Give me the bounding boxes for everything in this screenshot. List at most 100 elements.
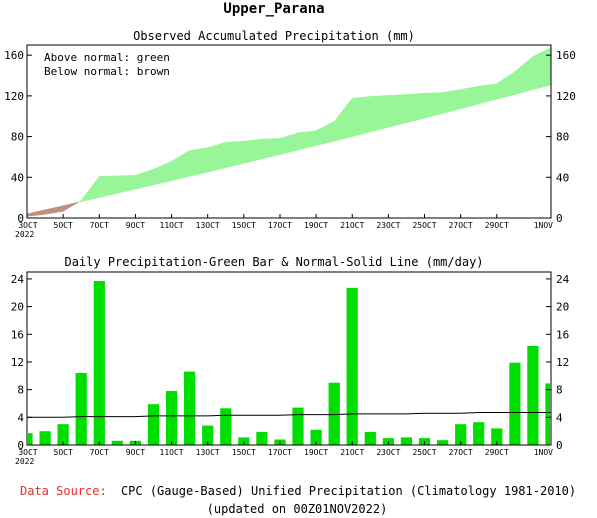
accumulated-precipitation-panel: Observed Accumulated Precipitation (mm) … [4,29,576,239]
accumulated-fill-segment-15 [279,132,299,155]
accumulated-fill-segment-7 [135,168,154,190]
daily-bar-8 [147,404,160,445]
accumulated-fill-segment-5 [99,175,118,198]
x-tick-label: 5OCT [54,448,73,457]
x-tick-label: 29OCT [485,448,509,457]
y-tick-label-left: 0 [17,212,24,225]
accumulated-fill-segment-25 [460,85,480,110]
daily-bar-29 [527,346,539,445]
x-tick-label: 25OCT [412,221,436,230]
x-tick-label: 9OCT [126,448,145,457]
x-tick-label: 15OCT [232,221,256,230]
daily-bars [28,281,550,445]
accumulated-fill-segment-24 [442,89,462,114]
daily-bar-22 [400,437,412,445]
accumulated-fill-segment-4 [80,175,100,202]
x-tick-label: 1NOV [534,448,553,457]
y-tick-label-right: 0 [556,212,563,225]
y-tick-label-left: 0 [17,439,24,452]
accumulated-fill-segment-27 [496,71,516,100]
accumulated-fill-segment-22 [406,92,425,124]
daily-bar-1 [28,433,33,445]
x-tick-label: 7OCT [90,448,109,457]
y-tick-label-left: 16 [11,328,24,341]
y-tick-label-left: 120 [4,90,24,103]
daily-bar-16 [292,407,304,445]
figure-title: Upper_Parana [223,1,324,17]
accumulated-fill-segment-10 [189,147,208,177]
daily-bar-25 [455,424,467,445]
x-tick-label: 17OCT [268,221,292,230]
y-tick-label-right: 12 [556,356,569,369]
accumulated-fill-segment-11 [207,141,227,173]
accumulated-fill-segment-3b [78,200,82,203]
accumulated-fill-segment-14 [261,138,281,160]
accumulated-fill-segment-2 [44,205,64,215]
accumulated-fill-segment-26 [478,83,498,105]
accumulated-fill-segment-18 [333,97,353,142]
y-tick-label-left: 12 [11,356,24,369]
y-tick-label-right: 16 [556,328,569,341]
x-tick-label: 1NOV [534,221,553,230]
daily-precipitation-panel: Daily Precipitation-Green Bar & Normal-S… [11,255,570,466]
y-tick-label-left: 4 [17,411,24,424]
daily-bar-27 [491,428,503,445]
daily-bar-18 [328,382,340,445]
y-tick-label-left: 24 [11,273,25,286]
x-tick-label: 13OCT [196,221,220,230]
daily-bar-19 [346,287,358,445]
daily-bar-26 [473,422,485,445]
daily-bar-12 [220,408,232,445]
y-tick-label-left: 80 [11,131,24,144]
updated-timestamp: (updated on 00Z01NOV2022) [207,502,388,516]
x-tick-label: 21OCT [340,448,364,457]
x-tick-label: 23OCT [376,221,400,230]
y-tick-label-right: 160 [556,49,576,62]
accumulated-fill-segment-8 [153,160,172,186]
accumulated-fill-segment-28 [514,56,534,95]
y-tick-label-right: 24 [556,273,570,286]
daily-bar-20 [364,431,376,445]
daily-bar-14 [256,431,268,445]
daily-bar-9 [166,391,178,445]
y-tick-label-right: 40 [556,171,569,184]
daily-bar-3 [57,424,69,445]
x-tick-year-label: 2022 [15,230,34,239]
daily-bar-5 [93,281,105,445]
x-tick-label: 27OCT [449,448,473,457]
accumulated-y-ticks: 0 0 40 40 80 80 120 120 160 160 [4,49,576,225]
x-tick-label: 11OCT [160,221,184,230]
x-tick-label: 25OCT [412,448,436,457]
accumulated-fill-segment-29 [532,47,552,90]
x-tick-label: 11OCT [160,448,184,457]
daily-bar-24 [437,440,449,445]
x-tick-label: 7OCT [90,221,109,230]
x-tick-label: 21OCT [340,221,364,230]
data-source-label: Data Source: [20,484,107,498]
accumulated-fill-area [26,47,552,217]
daily-y-ticks: 0 0 4 4 8 8 12 12 16 16 20 20 24 24 [11,273,570,452]
x-tick-label: 19OCT [304,221,328,230]
x-tick-year-label: 2022 [15,457,34,466]
accumulated-fill-segment-6 [117,174,136,194]
accumulated-fill-segment-12 [225,140,245,168]
x-tick-label: 23OCT [376,448,400,457]
y-tick-label-left: 40 [11,171,24,184]
daily-bar-4 [75,373,87,445]
data-source-line: Data Source: CPC (Gauge-Based) Unified P… [20,484,576,498]
x-tick-label: 9OCT [126,221,145,230]
daily-bar-11 [202,425,214,445]
accumulated-fill-segment-9 [171,149,190,181]
accumulated-fill-segment-20 [369,95,389,133]
accumulated-fill-segment-23 [424,92,443,119]
legend-below-normal: Below normal: brown [44,65,170,78]
y-tick-label-right: 8 [556,384,563,397]
data-source-text: CPC (Gauge-Based) Unified Precipitation … [121,484,576,498]
daily-panel-title: Daily Precipitation-Green Bar & Normal-S… [64,255,483,269]
accumulated-plot-frame [26,44,552,219]
daily-normal-polyline [27,412,551,418]
y-tick-label-left: 20 [11,301,24,314]
